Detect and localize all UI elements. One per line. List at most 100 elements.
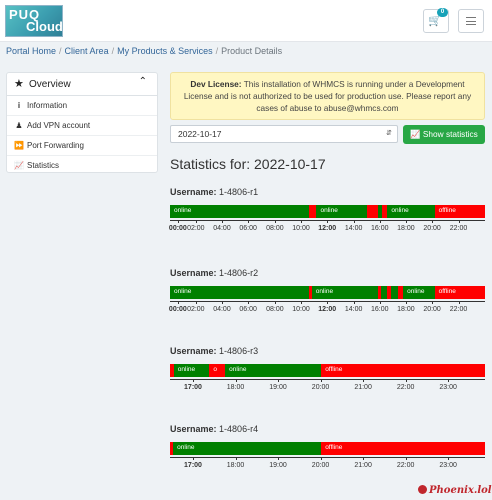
- timeline-segment-online[interactable]: online: [170, 205, 309, 218]
- axis-tick-label: 14:00: [344, 306, 363, 313]
- axis-tick-label: 16:00: [371, 306, 389, 313]
- timeline-segment-offline[interactable]: offline: [321, 364, 485, 377]
- top-header: PUQ Cloud 🛒 0: [0, 0, 492, 42]
- timeline-segment-online[interactable]: online: [316, 205, 367, 218]
- segment-label: o: [213, 366, 217, 373]
- show-statistics-label: Show statistics: [422, 129, 478, 139]
- axis-tick-label: 00:00: [168, 225, 187, 232]
- statistics-title: Statistics for: 2022-10-17: [170, 156, 326, 172]
- username-value: 1-4806-r2: [219, 268, 259, 278]
- select-arrows-icon: ⇵: [386, 130, 392, 137]
- timeline-segment-online[interactable]: [381, 286, 388, 299]
- axis-tick-label: 22:00: [449, 225, 468, 232]
- timeline-segment-online[interactable]: online: [225, 364, 322, 377]
- axis-tick-label: 06:00: [239, 225, 257, 232]
- axis-tick-label: 16:00: [371, 225, 389, 232]
- axis-tick-label: 18:00: [226, 462, 245, 469]
- alert-text: This installation of WHMCS is running un…: [183, 79, 472, 113]
- username-label: Username: 1-4806-r4: [170, 424, 258, 434]
- timeline-segment-offline[interactable]: offline: [434, 286, 485, 299]
- timeline-segment-offline[interactable]: [170, 364, 174, 377]
- username-label: Username: 1-4806-r3: [170, 346, 258, 356]
- axis-tick: [248, 301, 250, 304]
- axis-tick-label: 22:00: [396, 462, 415, 469]
- sidebar-item-information[interactable]: i Information: [7, 96, 157, 116]
- axis-tick-label: 17:00: [184, 384, 202, 391]
- timeline-segment-offline[interactable]: [170, 442, 174, 455]
- axis-tick-label: 12:00: [318, 225, 337, 232]
- axis-tick: [327, 220, 329, 223]
- timeline-segment-offline[interactable]: o: [209, 364, 226, 377]
- axis-tick-label: 10:00: [292, 225, 310, 232]
- sidebar-header[interactable]: ★ Overview ⌃: [7, 73, 157, 96]
- sidebar-item-add-vpn-account[interactable]: ♟ Add VPN account: [7, 116, 157, 136]
- show-statistics-button[interactable]: 📈 Show statistics: [403, 125, 485, 144]
- cart-count-badge: 0: [437, 8, 448, 17]
- breadcrumb-portal-home[interactable]: Portal Home: [6, 46, 57, 56]
- info-icon: i: [17, 101, 21, 110]
- timeline-segment-offline[interactable]: [398, 286, 404, 299]
- star-icon: ★: [14, 78, 24, 90]
- timeline-segment-offline[interactable]: offline: [434, 205, 485, 218]
- axis-tick: [448, 379, 450, 382]
- axis-tick-label: 04:00: [213, 225, 231, 232]
- breadcrumb-my-products[interactable]: My Products & Services: [117, 46, 213, 56]
- segment-label: online: [229, 366, 247, 373]
- axis-tick-label: 21:00: [354, 384, 372, 391]
- timeline-segment-offline[interactable]: [308, 205, 317, 218]
- axis-tick-label: 17:00: [184, 462, 202, 469]
- axis-tick: [458, 301, 460, 304]
- axis-tick-label: 02:00: [187, 225, 205, 232]
- timeline-segment-offline[interactable]: [366, 205, 378, 218]
- phoenix-brand: Phoenix.lol: [418, 485, 492, 496]
- sidebar-item-label: Information: [27, 101, 68, 110]
- axis-tick: [235, 457, 237, 460]
- segment-label: online: [315, 288, 334, 295]
- sidebar-item-statistics[interactable]: 📈 Statistics: [7, 156, 157, 175]
- timeline-segment-online[interactable]: online: [173, 442, 322, 455]
- dev-license-alert: Dev License: This installation of WHMCS …: [170, 72, 485, 120]
- breadcrumb-client-area[interactable]: Client Area: [64, 46, 109, 56]
- username-prefix: Username:: [170, 424, 217, 434]
- axis-tick-label: 08:00: [266, 225, 284, 232]
- timeline-segment-online[interactable]: online: [173, 364, 210, 377]
- segment-label: offline: [325, 444, 343, 451]
- phoenix-brand-text: Phoenix.lol: [429, 485, 492, 496]
- axis-tick: [195, 301, 197, 304]
- timeline-segment-online[interactable]: online: [403, 286, 435, 299]
- timeline-segment-online[interactable]: [377, 205, 382, 218]
- axis-tick: [448, 457, 450, 460]
- sidebar-item-label: Statistics: [27, 161, 60, 170]
- axis-tick: [301, 301, 303, 304]
- timeline-segment-offline[interactable]: offline: [321, 442, 485, 455]
- timeline-segment-online[interactable]: online: [387, 205, 435, 218]
- puq-cloud-logo[interactable]: PUQ Cloud: [5, 5, 63, 37]
- axis-tick: [221, 220, 223, 223]
- timeline-segment-offline[interactable]: [308, 286, 312, 299]
- username-label: Username: 1-4806-r2: [170, 268, 258, 278]
- axis-tick: [221, 301, 223, 304]
- axis-tick-label: 00:00: [168, 306, 187, 313]
- date-select[interactable]: 2022-10-17 ⇵: [170, 125, 398, 143]
- timeline-segment-offline[interactable]: [387, 286, 391, 299]
- sidebar-item-port-forwarding[interactable]: ⏩ Port Forwarding: [7, 136, 157, 156]
- timeline-segment-online[interactable]: online: [170, 286, 309, 299]
- timeline-segment-offline[interactable]: [377, 286, 382, 299]
- timeline-segment-offline[interactable]: [381, 205, 388, 218]
- axis-tick: [363, 457, 365, 460]
- timeline-segment-online[interactable]: online: [311, 286, 378, 299]
- username-label: Username: 1-4806-r1: [170, 187, 258, 197]
- chevron-up-icon[interactable]: ⌃: [138, 76, 147, 87]
- axis-tick: [177, 220, 179, 223]
- date-select-value: 2022-10-17: [178, 129, 222, 139]
- axis-tick-label: 10:00: [292, 306, 310, 313]
- axis-tick: [379, 220, 381, 223]
- axis-tick: [458, 220, 460, 223]
- axis-tick: [363, 379, 365, 382]
- segment-label: online: [174, 288, 192, 295]
- sidebar-item-label: Port Forwarding: [27, 141, 84, 150]
- cart-button[interactable]: 🛒 0: [423, 8, 449, 33]
- menu-toggle-button[interactable]: [458, 9, 484, 33]
- timeline-segment-online[interactable]: [390, 286, 399, 299]
- axis-tick-label: 08:00: [266, 306, 284, 313]
